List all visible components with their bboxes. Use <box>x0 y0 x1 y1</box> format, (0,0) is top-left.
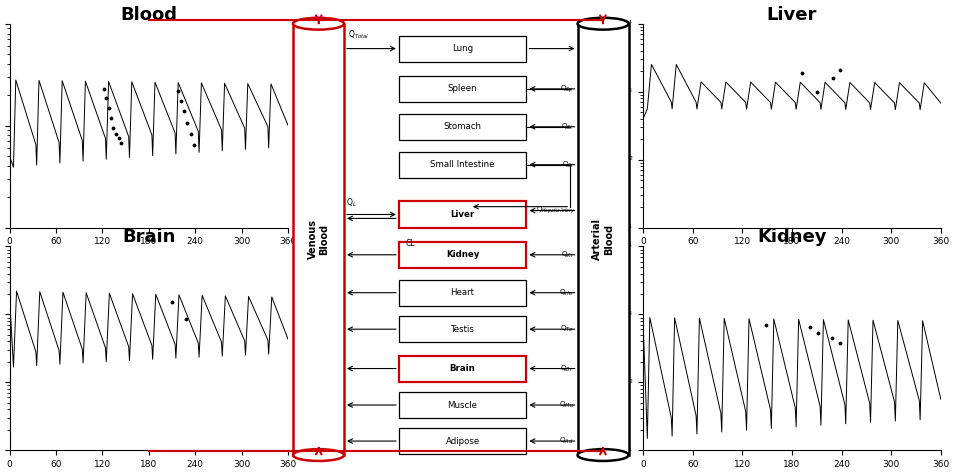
Text: Q$_{Sp}$: Q$_{Sp}$ <box>560 83 574 95</box>
Ellipse shape <box>293 449 344 461</box>
Text: Arterial
Blood: Arterial Blood <box>592 219 613 260</box>
Text: Q$_{Mu}$: Q$_{Mu}$ <box>559 400 574 410</box>
Bar <box>398 242 526 268</box>
Text: Venous
Blood: Venous Blood <box>308 219 329 259</box>
Bar <box>398 356 526 382</box>
Bar <box>398 428 526 454</box>
Bar <box>398 152 526 178</box>
Text: Q$_{Br}$: Q$_{Br}$ <box>561 364 574 374</box>
Title: Kidney: Kidney <box>757 228 827 246</box>
Bar <box>398 392 526 418</box>
Title: Blood: Blood <box>120 6 178 24</box>
Bar <box>398 316 526 342</box>
Text: Lung: Lung <box>452 44 473 53</box>
Text: Q$_{Ki}$: Q$_{Ki}$ <box>562 250 574 260</box>
Text: Q$_{SI}$: Q$_{SI}$ <box>562 160 574 170</box>
X-axis label: Time (min): Time (min) <box>764 252 820 261</box>
Text: Kidney: Kidney <box>446 250 479 259</box>
Ellipse shape <box>578 449 629 461</box>
Text: Q$_{Ad}$: Q$_{Ad}$ <box>560 436 574 446</box>
Text: Muscle: Muscle <box>447 401 478 410</box>
Bar <box>398 280 526 306</box>
Text: Q$_{Te}$: Q$_{Te}$ <box>560 324 574 334</box>
X-axis label: Time (min): Time (min) <box>121 252 177 261</box>
Text: Spleen: Spleen <box>447 84 477 93</box>
Title: Liver: Liver <box>767 6 817 24</box>
Text: Testis: Testis <box>450 325 474 334</box>
Text: Q$_{He}$: Q$_{He}$ <box>560 288 574 298</box>
Text: Q$_{St}$: Q$_{St}$ <box>561 122 574 132</box>
Text: Heart: Heart <box>450 288 474 297</box>
Text: CL: CL <box>406 239 416 248</box>
Text: Q$_L$: Q$_L$ <box>346 196 357 209</box>
Bar <box>293 24 344 455</box>
Bar <box>578 24 629 455</box>
Text: Liver: Liver <box>450 210 475 219</box>
Text: Adipose: Adipose <box>445 437 480 446</box>
Text: Brain: Brain <box>449 364 475 373</box>
Text: Small Intestine: Small Intestine <box>430 160 494 169</box>
Bar <box>398 201 526 228</box>
Text: Stomach: Stomach <box>444 122 482 131</box>
Y-axis label: Concentration (ng/ml or ng/g): Concentration (ng/ml or ng/g) <box>602 58 611 193</box>
Text: Q$_{Hepatic Artery}$: Q$_{Hepatic Artery}$ <box>537 205 576 216</box>
Title: Brain: Brain <box>122 228 176 246</box>
Ellipse shape <box>293 18 344 30</box>
Ellipse shape <box>578 18 629 30</box>
Bar <box>398 114 526 140</box>
Bar <box>398 76 526 102</box>
Text: Q$_{Total}$: Q$_{Total}$ <box>348 29 370 42</box>
Bar <box>398 36 526 62</box>
Y-axis label: Concentration (ng/ml or ng/g): Concentration (ng/ml or ng/g) <box>602 281 611 416</box>
